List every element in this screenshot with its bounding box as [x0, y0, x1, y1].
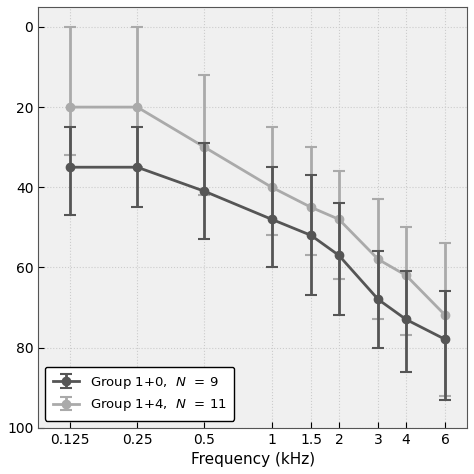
- X-axis label: Frequency (kHz): Frequency (kHz): [191, 452, 315, 467]
- Legend: Group 1+0,  $N$  = 9, Group 1+4,  $N$  = 11: Group 1+0, $N$ = 9, Group 1+4, $N$ = 11: [45, 366, 234, 421]
